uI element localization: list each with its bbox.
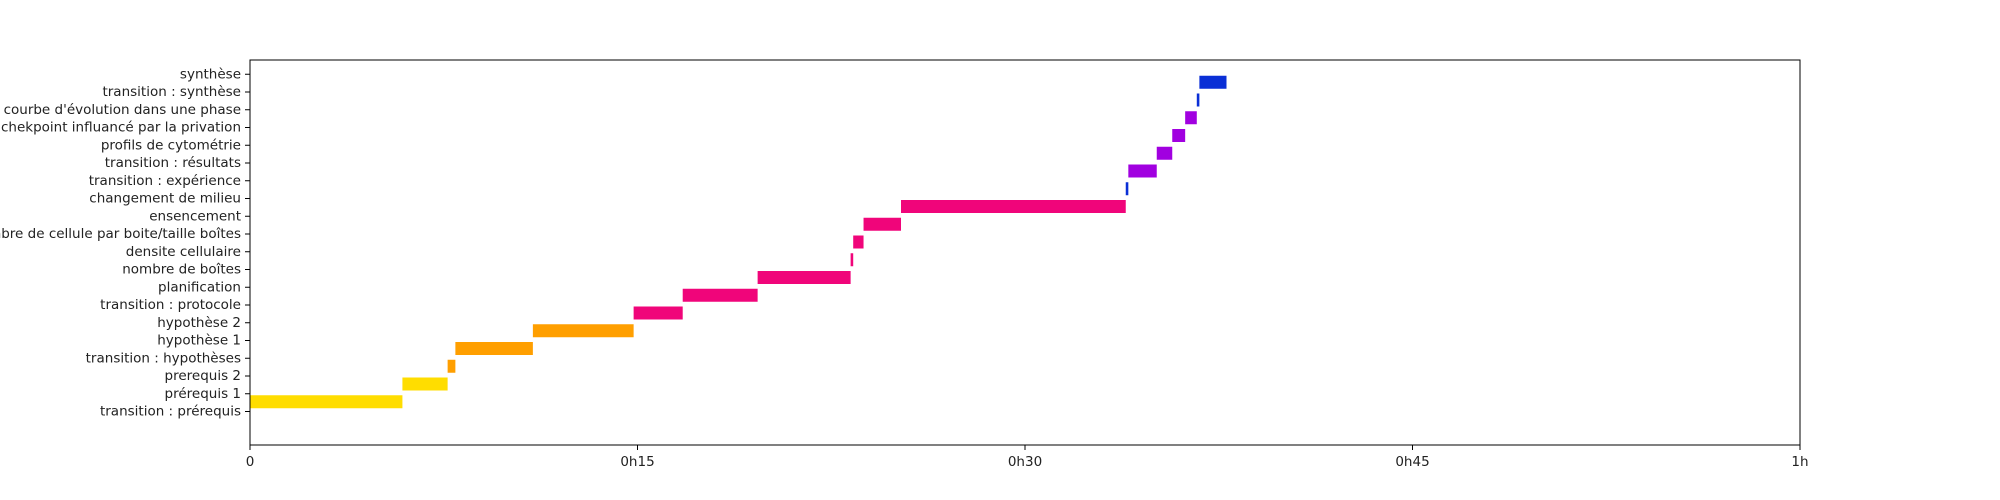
task-bar — [1199, 75, 1227, 89]
task-bar — [402, 377, 448, 391]
y-tick-label: planification — [158, 279, 241, 295]
task-bar — [633, 306, 683, 320]
y-tick-label: prérequis 1 — [165, 386, 241, 402]
x-tick-label: 0h45 — [1395, 454, 1429, 470]
x-tick-label: 0 — [246, 454, 255, 470]
y-tick-label: transition : expérience — [89, 173, 241, 189]
x-tick-label: 0h30 — [1008, 454, 1042, 470]
task-bar — [682, 288, 758, 302]
task-bar — [1172, 129, 1186, 142]
y-tick-label: prerequis 2 — [165, 368, 241, 384]
task-bar — [447, 359, 456, 373]
task-bar — [1156, 146, 1173, 160]
y-tick-label: transition : hypothèses — [86, 350, 241, 366]
task-bar — [757, 271, 851, 284]
task-bar — [455, 342, 533, 355]
y-axis: transition : prérequis prérequis 1 prerequ… — [0, 66, 250, 420]
y-tick-label: densite cellulaire — [126, 244, 241, 260]
y-tick-label: synthèse — [180, 66, 241, 82]
task-bar — [1185, 111, 1197, 125]
task-bar — [532, 324, 634, 338]
y-tick-label: nombre de boîtes — [122, 262, 241, 278]
y-tick-label: ensencement — [149, 208, 241, 224]
y-tick-label: profils de cytométrie — [101, 137, 241, 153]
bars-layer — [250, 75, 1227, 409]
task-bar — [850, 253, 854, 267]
y-tick-label: hypothèse 2 — [157, 315, 241, 331]
x-axis: 0 0h15 0h30 0h45 1h — [246, 445, 1809, 470]
task-bar — [863, 217, 901, 231]
task-bar — [901, 200, 1126, 213]
y-tick-label: hypothèse 1 — [157, 333, 241, 349]
y-tick-label: chekpoint influancé par la privation — [1, 120, 241, 136]
task-bar — [250, 395, 403, 409]
task-bar — [853, 235, 864, 249]
y-tick-label: transition : synthèse — [102, 84, 241, 100]
x-tick-label: 1h — [1791, 454, 1808, 470]
y-tick-label: transition : prérequis — [100, 404, 241, 420]
y-tick-label: transition : protocole — [100, 297, 241, 313]
task-bar — [1128, 164, 1157, 178]
y-tick-label: nombre de cellule par boite/taille boîte… — [0, 226, 241, 242]
task-bar — [1125, 182, 1129, 196]
y-tick-label: courbe d'évolution dans une phase — [4, 102, 241, 118]
plot-frame — [249, 59, 1801, 446]
y-tick-label: changement de milieu — [89, 191, 241, 207]
x-tick-label: 0h15 — [620, 454, 654, 470]
y-tick-label: transition : résultats — [105, 155, 241, 171]
task-bar — [1196, 93, 1200, 107]
